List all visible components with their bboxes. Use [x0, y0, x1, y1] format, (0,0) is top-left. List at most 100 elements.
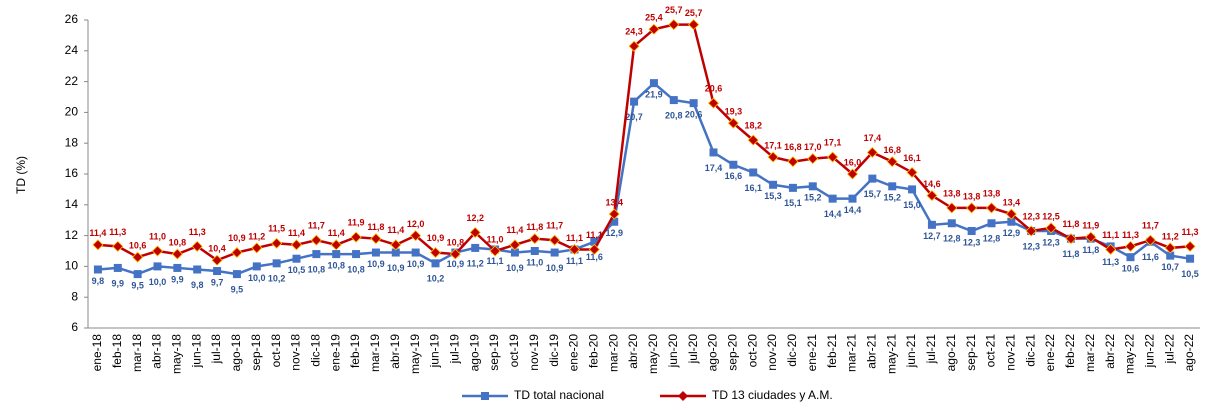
marker: [431, 259, 440, 268]
data-label: 17,4: [705, 163, 723, 173]
marker: [271, 237, 283, 249]
marker: [886, 156, 898, 168]
marker: [411, 248, 420, 257]
marker: [1144, 234, 1156, 246]
y-tick-label: 16: [65, 166, 79, 180]
y-tick-label: 24: [65, 43, 79, 57]
data-label: 17,1: [764, 140, 782, 150]
series-line: [97, 23, 1191, 262]
marker: [688, 19, 700, 31]
data-label: 21,9: [645, 90, 663, 100]
marker: [173, 263, 182, 272]
marker: [292, 254, 301, 263]
data-label: 15,7: [864, 189, 882, 199]
marker: [668, 19, 680, 31]
marker: [1007, 217, 1016, 226]
x-tick-label: nov-18: [289, 334, 303, 371]
y-tick-label: 14: [65, 197, 79, 211]
x-tick-label: sep-21: [964, 334, 978, 371]
data-label: 10,7: [1161, 262, 1179, 272]
x-tick-label: ago-20: [706, 334, 720, 372]
data-label: 10,5: [1181, 269, 1199, 279]
data-label: 12,9: [1003, 228, 1021, 238]
data-label: 15,2: [883, 193, 901, 203]
data-label: 12,2: [466, 213, 484, 223]
x-tick-label: ago-19: [467, 334, 481, 372]
data-label: 12,8: [983, 234, 1001, 244]
data-label: 25,7: [665, 5, 683, 15]
legend-label: TD 13 ciudades y A.M.: [712, 388, 833, 402]
data-label: 14,4: [844, 205, 862, 215]
x-tick-label: ago-18: [229, 334, 243, 372]
x-tick-label: nov-19: [527, 334, 541, 371]
marker: [868, 174, 877, 183]
data-label: 10,9: [427, 233, 445, 243]
legend-label: TD total nacional: [514, 388, 604, 402]
x-tick-label: ene-20: [567, 334, 581, 372]
x-tick-label: mar-20: [606, 334, 620, 372]
x-tick-label: dic-20: [785, 334, 799, 367]
data-label: 11,6: [1142, 252, 1159, 262]
marker: [231, 246, 243, 259]
marker: [93, 265, 102, 274]
y-tick-label: 22: [65, 74, 79, 88]
y-tick-label: 8: [71, 289, 78, 303]
marker: [908, 185, 917, 194]
data-label: 11,3: [1122, 230, 1139, 240]
data-label: 10,9: [228, 233, 246, 243]
data-label: 11,8: [526, 222, 543, 232]
x-tick-label: jun-18: [189, 334, 203, 369]
x-tick-label: oct-18: [269, 334, 283, 368]
y-tick-label: 6: [71, 320, 78, 334]
data-label: 11,0: [526, 257, 543, 267]
x-tick-label: oct-20: [745, 334, 759, 368]
x-tick-label: abr-18: [150, 334, 164, 369]
marker: [272, 259, 281, 268]
x-tick-label: feb-22: [1063, 334, 1077, 368]
x-tick-label: mar-21: [845, 334, 859, 372]
marker: [827, 151, 839, 163]
marker: [926, 189, 938, 202]
marker: [689, 99, 698, 108]
data-label: 11,6: [586, 252, 603, 262]
marker: [946, 202, 958, 214]
data-label: 9,9: [112, 278, 125, 288]
marker: [489, 245, 501, 257]
marker: [550, 248, 559, 257]
data-label: 11,2: [467, 258, 484, 268]
legend-marker: [481, 392, 489, 400]
marker: [630, 97, 639, 106]
data-label: 16,0: [844, 157, 862, 167]
marker: [906, 166, 918, 179]
data-label: 16,8: [883, 145, 901, 155]
data-label: 11,9: [348, 218, 365, 228]
x-tick-label: ene-18: [90, 334, 104, 372]
data-label: 9,5: [231, 284, 244, 294]
data-label: 10,0: [149, 277, 167, 287]
data-label: 11,3: [189, 227, 206, 237]
marker: [390, 239, 402, 251]
x-tick-label: abr-22: [1103, 334, 1117, 369]
marker: [290, 239, 303, 251]
y-axis-label: TD (%): [14, 156, 28, 194]
data-label: 12,9: [605, 228, 623, 238]
marker: [332, 250, 341, 259]
x-tick-label: mar-18: [130, 334, 144, 372]
marker: [709, 148, 718, 157]
marker: [449, 248, 461, 260]
data-label: 10,9: [546, 263, 564, 273]
data-label: 17,0: [804, 142, 822, 152]
x-tick-label: may-22: [1123, 334, 1137, 374]
x-tick-label: oct-19: [507, 334, 521, 368]
data-label: 17,1: [824, 137, 842, 147]
marker: [767, 151, 779, 163]
data-label: 15,1: [784, 198, 802, 208]
data-label: 11,7: [1142, 221, 1159, 231]
marker: [350, 231, 362, 243]
marker: [132, 251, 144, 263]
data-label: 11,7: [308, 221, 325, 231]
marker: [608, 208, 620, 220]
marker: [1085, 231, 1097, 243]
marker: [1126, 253, 1135, 262]
marker: [310, 234, 322, 246]
